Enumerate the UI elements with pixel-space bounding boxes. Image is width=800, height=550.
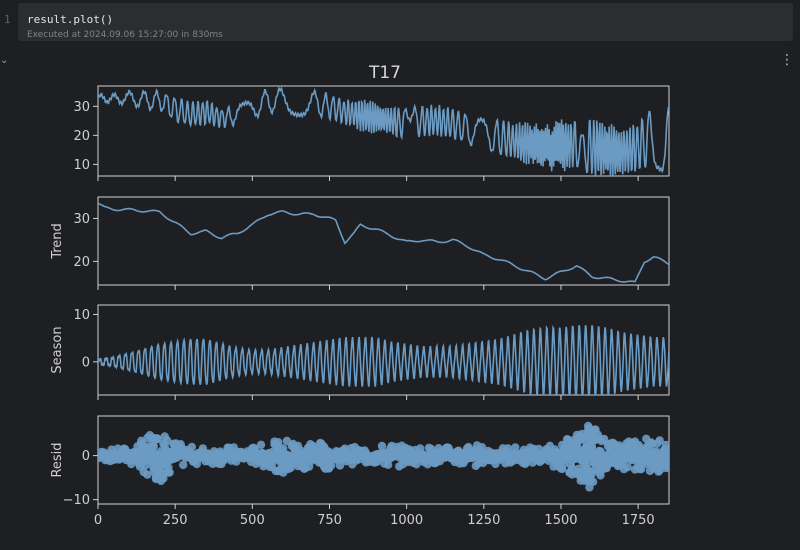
chart-title: T17 [368, 63, 401, 83]
residual-point [637, 459, 646, 468]
residual-point [377, 441, 387, 451]
residual-point [335, 461, 345, 470]
more-vertical-icon[interactable]: ⋮ [780, 52, 794, 68]
x-tick-label: 1000 [390, 513, 423, 528]
code-text[interactable]: result.plot() [27, 13, 114, 26]
residual-points [98, 421, 669, 492]
cell-output: T17 10 20 30 20 30 Trend 0 10 Season −10 0 0 250 500 7… [28, 52, 683, 538]
panel-resid: −10 0 0 250 500 750 1000 1250 1500 1750 Resid [50, 415, 670, 528]
residual-point [327, 461, 336, 470]
series-line [98, 324, 669, 395]
plot-area [98, 324, 669, 395]
y-tick-label: 20 [73, 255, 90, 270]
residual-point [286, 463, 295, 473]
x-tick-label: 750 [317, 513, 342, 528]
plot-area [98, 202, 669, 283]
residual-point [153, 434, 162, 443]
y-axis-label: Season [50, 326, 65, 373]
y-tick-label: −10 [63, 493, 90, 508]
plot-frame [97, 196, 670, 286]
y-tick-label: 20 [73, 129, 90, 144]
series-line [98, 86, 669, 176]
execution-info: Executed at 2024.09.06 15:27:00 in 830ms [27, 30, 223, 40]
plot-area [98, 86, 669, 176]
series-line [98, 202, 669, 283]
y-tick-label: 0 [82, 355, 90, 370]
chevron-down-icon[interactable]: ⌄ [0, 55, 9, 66]
residual-point [149, 442, 158, 451]
residual-point [383, 460, 393, 469]
residual-point [567, 464, 577, 473]
plot-frame [97, 85, 670, 177]
plot-frame [97, 304, 670, 396]
residual-point [511, 443, 520, 452]
x-tick-label: 500 [240, 513, 265, 528]
x-tick-label: 1250 [467, 513, 500, 528]
chart-panels: 10 20 30 20 30 Trend 0 10 Season −10 0 0 250 500 750 10… [50, 85, 670, 528]
residual-point [274, 438, 283, 447]
y-axis-label: Trend [50, 223, 65, 260]
x-tick-label: 1750 [622, 513, 655, 528]
panel-trend: 20 30 Trend [50, 196, 670, 290]
residual-point [165, 468, 174, 477]
residual-point [572, 440, 582, 449]
residual-point [162, 436, 172, 445]
y-tick-label: 30 [73, 212, 90, 227]
y-axis-label: Resid [50, 442, 65, 477]
panel-observed: 10 20 30 [73, 85, 670, 181]
residual-point [664, 459, 669, 468]
residual-point [588, 477, 598, 486]
y-tick-label: 10 [73, 308, 90, 323]
residual-point [187, 442, 196, 452]
residual-point [661, 440, 669, 450]
residual-point [143, 470, 152, 479]
panel-season: 0 10 Season [50, 304, 670, 400]
residual-point [279, 444, 288, 453]
x-tick-label: 250 [163, 513, 188, 528]
code-cell[interactable]: result.plot() Executed at 2024.09.06 15:… [18, 3, 793, 41]
y-tick-label: 0 [82, 449, 90, 464]
residual-point [179, 460, 188, 470]
residual-point [623, 463, 632, 472]
plot-area [98, 421, 669, 492]
residual-point [477, 443, 487, 452]
y-tick-label: 30 [73, 100, 90, 115]
residual-point [256, 440, 266, 449]
line-number: 1 [4, 13, 11, 26]
y-tick-label: 10 [73, 158, 90, 173]
x-tick-label: 0 [94, 513, 102, 528]
residual-point [655, 436, 664, 445]
x-tick-label: 1500 [544, 513, 577, 528]
decomposition-figure: T17 10 20 30 20 30 Trend 0 10 Season −10 0 0 250 500 7… [50, 63, 670, 528]
